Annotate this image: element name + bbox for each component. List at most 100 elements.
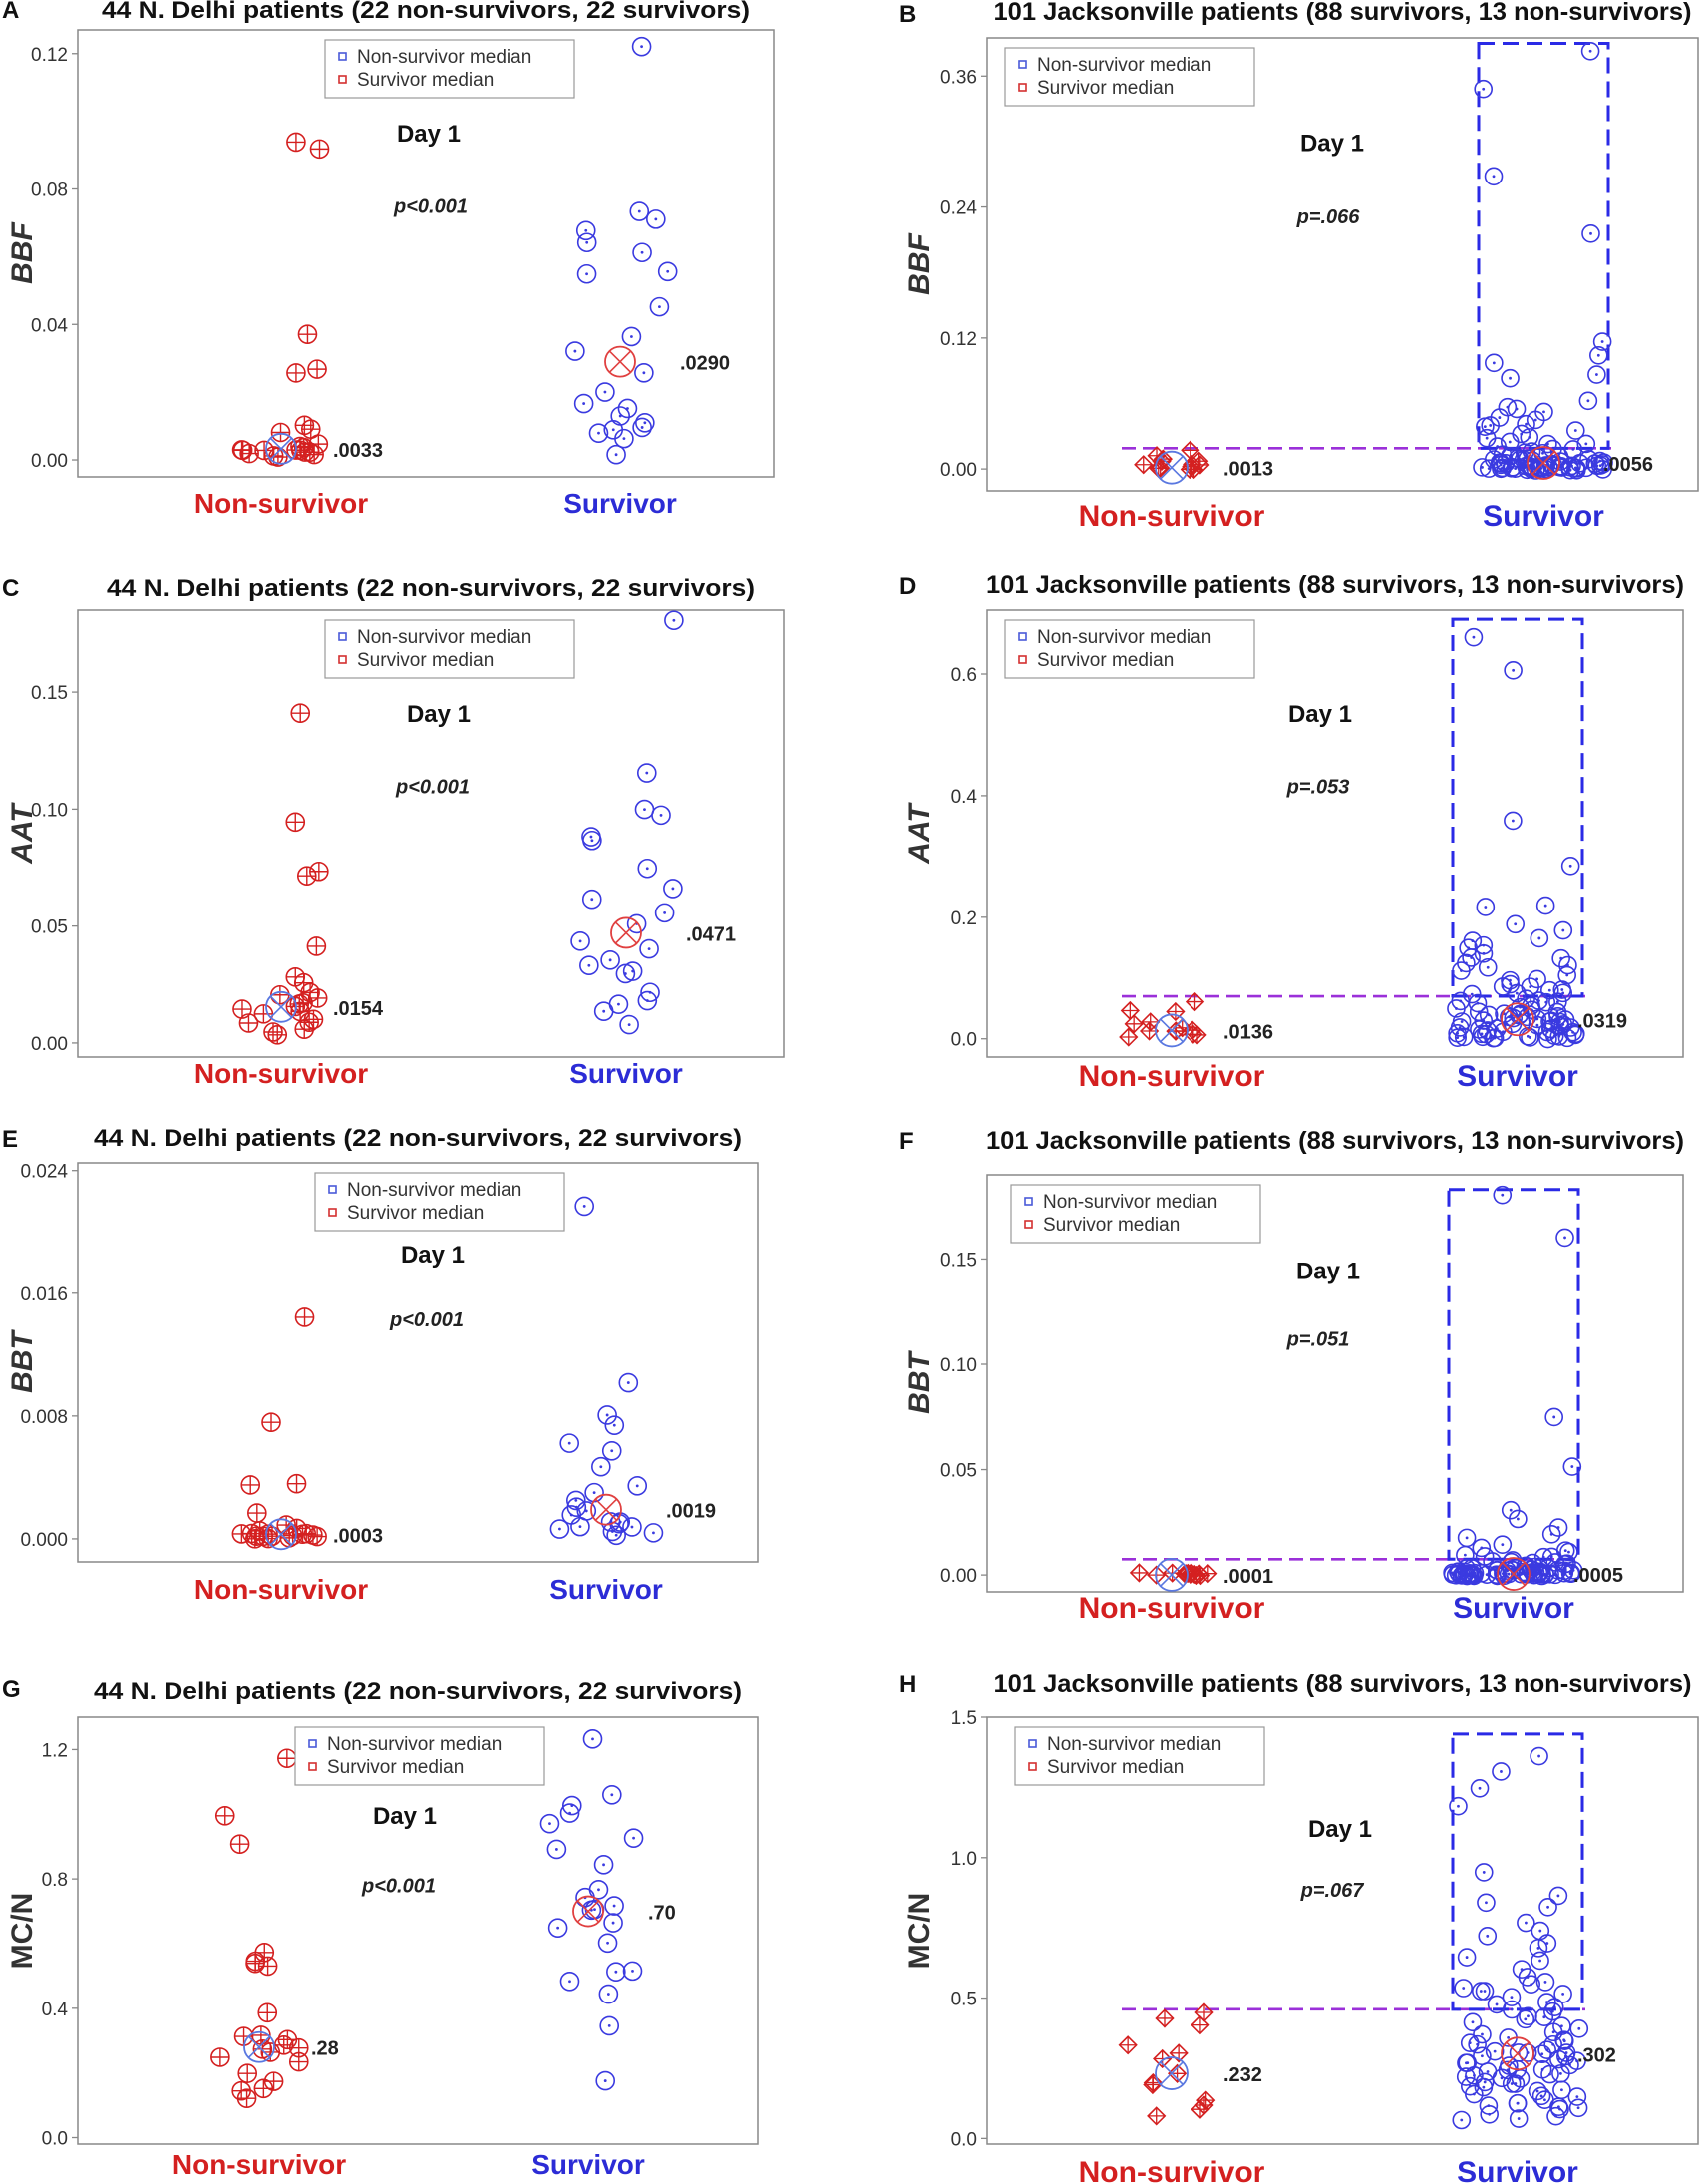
category-label-survivor: Survivor — [1483, 500, 1604, 533]
data-point — [1559, 1542, 1578, 1562]
legend-survivor-median: Survivor median — [1037, 650, 1174, 671]
data-point — [606, 1962, 626, 1983]
y-tick-label: 0.024 — [20, 1162, 68, 1183]
day-label: Day 1 — [397, 121, 461, 148]
data-point — [595, 2070, 616, 2091]
data-point — [210, 2047, 230, 2067]
y-tick-label: 0.10 — [31, 800, 68, 821]
y-tick-label: 0.15 — [31, 683, 68, 704]
data-point — [1560, 2055, 1579, 2075]
legend-swatch-survivor — [1024, 1220, 1033, 1229]
data-point — [1124, 1014, 1144, 1034]
nonsurvivor-points — [1129, 1563, 1218, 1586]
data-point — [1587, 365, 1606, 384]
data-point — [293, 972, 314, 993]
survivor-points — [1443, 1185, 1583, 1586]
data-point — [559, 1803, 580, 1823]
survivor-median-marker — [604, 345, 636, 378]
legend-survivor-median: Survivor median — [1047, 1757, 1184, 1778]
y-tick-label: 0.5 — [951, 1990, 977, 2010]
data-point — [270, 422, 291, 443]
legend-box — [314, 1172, 565, 1232]
data-point — [1470, 1778, 1490, 1798]
day-label: Day 1 — [373, 1803, 437, 1830]
y-tick-label: 0.36 — [940, 67, 977, 88]
data-point — [627, 1476, 648, 1496]
data-point — [646, 209, 666, 229]
data-point — [296, 866, 317, 887]
survivor-points — [549, 1196, 664, 1546]
data-point — [566, 1490, 586, 1511]
data-point — [1545, 1565, 1565, 1585]
nonsurvivor-points — [210, 1748, 309, 2108]
p-value: p<0.001 — [393, 196, 468, 218]
data-point — [1501, 368, 1520, 388]
data-point — [1560, 1564, 1580, 1583]
data-point — [236, 2088, 257, 2108]
legend-box — [294, 1726, 545, 1786]
plot-frame — [77, 29, 775, 478]
survivor-median-label: .0290 — [680, 353, 730, 375]
nonsurvivor-median-label: .232 — [1223, 2064, 1262, 2086]
data-point — [1457, 1528, 1477, 1548]
chart-title: 44 N. Delhi patients (22 non-survivors, … — [102, 0, 750, 24]
nonsurvivor-points — [231, 132, 330, 467]
y-axis-label: MC/N — [6, 1893, 39, 1970]
nonsurvivor-median-label: .0001 — [1223, 1566, 1273, 1588]
data-point — [229, 1834, 250, 1855]
data-point — [634, 799, 655, 820]
legend-box — [324, 619, 575, 679]
plot-frame — [986, 1174, 1684, 1593]
legend-swatch-survivor — [338, 655, 347, 664]
chart-title: 101 Jacksonville patients (88 survivors,… — [994, 1670, 1692, 1698]
data-point — [1508, 2093, 1528, 2113]
data-point — [634, 363, 654, 383]
data-point — [1191, 2099, 1210, 2119]
y-tick-label: 0.24 — [940, 198, 977, 219]
data-point — [619, 1014, 639, 1035]
data-point — [1578, 391, 1598, 411]
survivor-median-marker — [1501, 1002, 1534, 1037]
data-point — [294, 1307, 315, 1327]
outlier-box — [1451, 1732, 1584, 2011]
data-point — [286, 132, 306, 153]
data-point — [1580, 41, 1600, 61]
category-label-survivor: Survivor — [1453, 1592, 1574, 1625]
data-point — [286, 1473, 307, 1494]
survivor-median-label: .302 — [1577, 2044, 1616, 2066]
category-label-nonsurvivor: Non-survivor — [1079, 1060, 1265, 1093]
survivor-median-label: .70 — [648, 1903, 676, 1925]
data-point — [1485, 1028, 1505, 1048]
legend-nonsurvivor-median: Non-survivor median — [357, 47, 531, 68]
p-value: p=.051 — [1286, 1328, 1350, 1350]
data-point — [1129, 1563, 1150, 1583]
panel-b: B 101 Jacksonville patients (88 survivors… — [899, 0, 1699, 533]
category-label-nonsurvivor: Non-survivor — [1079, 2156, 1265, 2184]
legend-swatch-survivor — [1018, 83, 1027, 92]
data-point — [623, 1828, 644, 1848]
nonsurvivor-median-label: .0013 — [1223, 459, 1273, 481]
data-point — [247, 1503, 267, 1523]
data-point — [257, 1956, 278, 1977]
data-point — [1555, 1228, 1574, 1248]
data-point — [1534, 2007, 1554, 2027]
data-point — [1509, 2109, 1529, 2128]
data-point — [277, 1748, 297, 1769]
y-axis-label: BBF — [6, 221, 39, 283]
data-point — [1147, 2106, 1167, 2126]
legend-swatch-survivor — [338, 75, 347, 84]
data-point — [600, 950, 620, 970]
data-point — [1568, 2098, 1588, 2118]
data-point — [1507, 983, 1527, 1003]
data-point — [581, 889, 602, 910]
p-value: p<0.001 — [389, 1309, 464, 1331]
data-point — [1475, 1982, 1495, 2001]
legend-swatch-survivor — [1018, 655, 1027, 664]
y-tick-label: 1.0 — [951, 1849, 977, 1870]
data-point — [1134, 455, 1154, 475]
data-point — [1473, 458, 1492, 477]
